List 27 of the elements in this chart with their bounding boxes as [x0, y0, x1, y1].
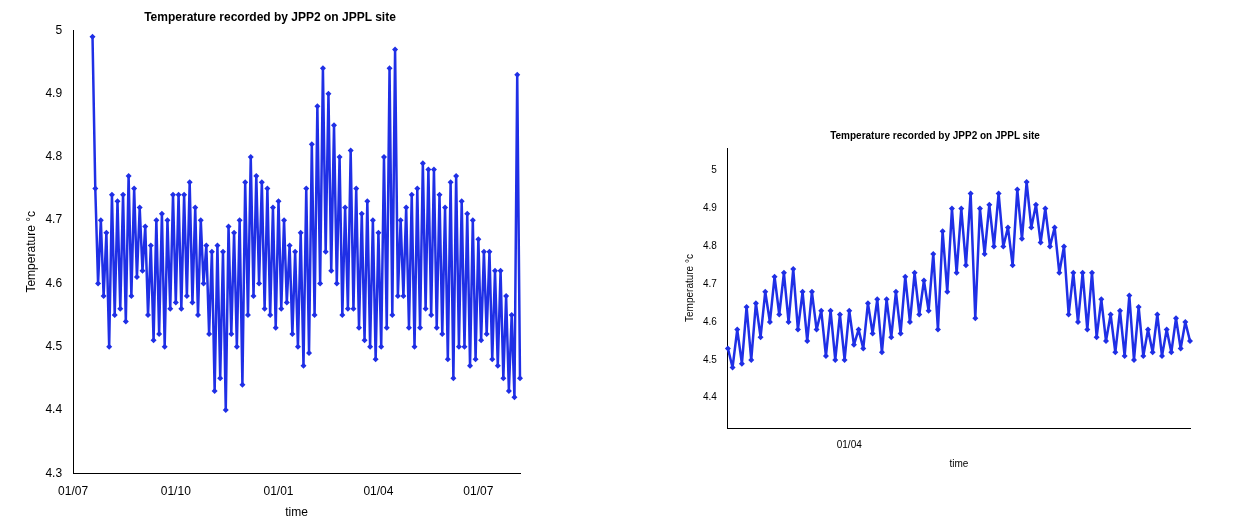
y-tick-label: 4.8	[45, 149, 63, 164]
y-tick-label: 4.5	[703, 353, 718, 365]
chart-title: Temperature recorded by JPP2 on JPPL site	[830, 129, 1041, 141]
y-tick-label: 4.8	[703, 240, 718, 252]
y-tick-label: 4.4	[45, 402, 63, 417]
x-axis-title: time	[949, 457, 969, 469]
y-tick-label: 4.4	[703, 391, 718, 403]
y-tick-label: 4.5	[45, 339, 63, 353]
y-tick-label: 4.6	[45, 275, 63, 290]
chart-title: Temperature recorded by JPP2 on JPPL site	[144, 9, 397, 24]
x-axis-title: time	[285, 505, 309, 520]
x-tick-label: 01/04	[363, 483, 394, 498]
y-tick-label: 5	[711, 164, 718, 176]
x-tick-label: 01/10	[160, 483, 192, 498]
y-axis-title: Temperature °c	[23, 211, 38, 293]
x-tick-label: 01/01	[263, 483, 294, 498]
y-tick-label: 4.3	[45, 465, 63, 480]
y-tick-label: 4.9	[45, 85, 63, 100]
x-tick-label: 01/07	[463, 483, 494, 498]
y-tick-label: 4.7	[703, 277, 718, 289]
y-tick-label: 4.6	[703, 315, 718, 327]
y-axis-title: Temperature °c	[683, 254, 695, 322]
x-tick-label: 01/07	[58, 483, 89, 498]
y-tick-label: 4.9	[703, 202, 718, 214]
y-tick-label: 4.7	[45, 212, 63, 227]
x-tick-label: 01/04	[836, 438, 863, 450]
y-tick-label: 5	[55, 22, 63, 37]
